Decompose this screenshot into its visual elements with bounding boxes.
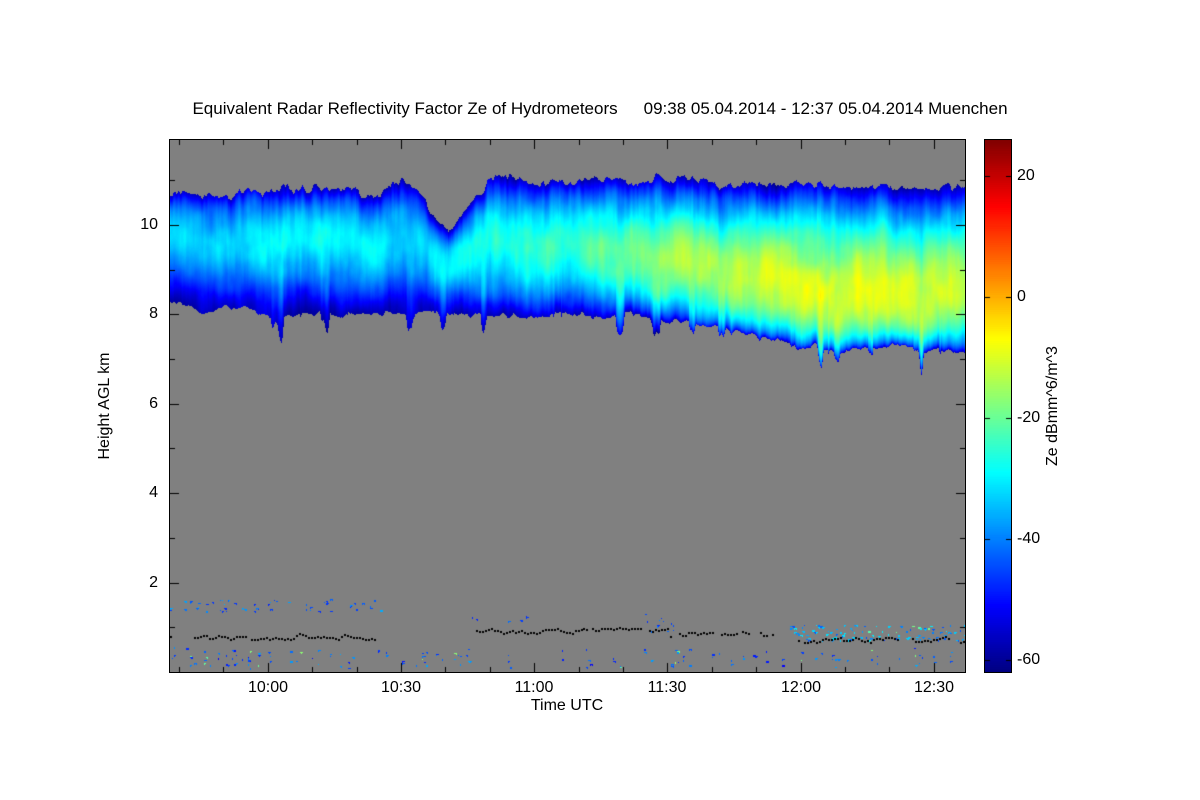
y-tick-label: 6: [149, 395, 158, 412]
chart-title: Equivalent Radar Reflectivity Factor Ze …: [192, 99, 618, 118]
y-tick-label: 4: [149, 484, 158, 501]
colorbar: [984, 139, 1012, 673]
x-tick-label: 10:00: [247, 679, 289, 696]
colorbar-tick-label: -20: [1017, 409, 1041, 426]
colorbar-tick-label: -40: [1017, 530, 1041, 547]
colorbar-canvas: [985, 140, 1011, 672]
plot-area: [169, 139, 966, 673]
chart-subtitle: 09:38 05.04.2014 - 12:37 05.04.2014 Muen…: [643, 99, 1008, 118]
chart-title-row: Equivalent Radar Reflectivity Factor Ze …: [0, 99, 1200, 119]
colorbar-label: Ze dBmm^6/m^3: [1044, 346, 1061, 466]
heatmap-canvas: [170, 140, 965, 672]
x-tick-label: 12:00: [780, 679, 822, 696]
y-tick-label: 8: [149, 305, 158, 322]
colorbar-tick-label: 20: [1017, 167, 1035, 184]
y-tick-label: 2: [149, 574, 158, 591]
colorbar-tick-label: 0: [1017, 288, 1026, 305]
x-tick-label: 11:30: [647, 679, 687, 696]
colorbar-tick-label: -60: [1017, 651, 1041, 668]
x-tick-label: 11:00: [514, 679, 554, 696]
x-tick-label: 12:30: [913, 679, 955, 696]
x-tick-label: 10:30: [380, 679, 422, 696]
x-axis-label: Time UTC: [530, 697, 604, 714]
y-tick-label: 10: [140, 216, 158, 233]
